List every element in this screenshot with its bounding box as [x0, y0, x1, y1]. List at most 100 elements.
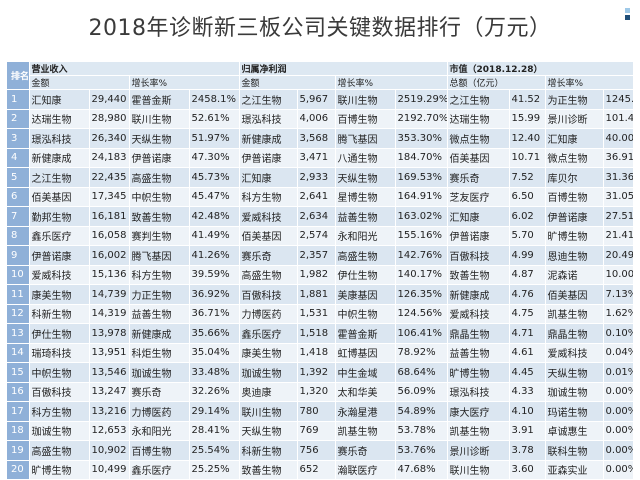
revenue-company: 璟泓科技 [29, 128, 90, 149]
mktcap-growth: 0.10% [603, 323, 634, 344]
mktcap-growth: 20.49% [603, 245, 634, 266]
rank-cell: 9 [7, 245, 30, 266]
mktcap-growth: 0.01% [603, 362, 634, 383]
profit-company: 天纵生物 [239, 421, 298, 441]
mktcap-growth-company: 亚森实业 [545, 460, 604, 480]
profit-company: 力博医药 [239, 304, 298, 324]
mktcap-growth-company: 百博生物 [545, 187, 604, 207]
profit-growth: 53.78% [395, 421, 448, 441]
revenue-growth-company: 益善生物 [129, 304, 190, 324]
table-row: 8 鑫乐医疗 16,058 赛判生物 41.49% 佰美基因 2,574 永和阳光 155.16… [7, 226, 634, 246]
revenue-company: 鑫乐医疗 [29, 226, 90, 246]
profit-company: 科新生物 [239, 440, 298, 461]
revenue-growth-company: 天纵生物 [129, 128, 190, 149]
profit-growth-company: 美康基因 [335, 284, 396, 305]
revenue-growth-header: 增长率% [129, 75, 240, 90]
mktcap-growth-company: 联科生物 [545, 440, 604, 461]
profit-company: 爱威科技 [239, 206, 298, 227]
page-title: 2018年诊断新三板公司关键数据排行（万元） [88, 16, 552, 41]
revenue-growth-company: 科炬生物 [129, 343, 190, 363]
revenue-growth-company: 腾飞基因 [129, 245, 190, 266]
profit-growth-company: 高盛生物 [335, 245, 396, 266]
profit-company: 汇知康 [239, 167, 298, 188]
rank-cell: 1 [7, 89, 30, 110]
mktcap-growth-company: 玛诺生物 [545, 401, 604, 422]
ranking-table: 排名 营业收入 归属净利润 市值（2018.12.28） 金额 增长率% 金额 … [7, 62, 634, 480]
mktcap-amount: 3.78 [509, 440, 546, 461]
profit-company: 珈诚生物 [239, 362, 298, 383]
revenue-company: 百傲科技 [29, 382, 90, 402]
table-row: 5 之江生物 22,435 高盛生物 45.73% 汇知康 2,933 天纵生物 169.53%… [7, 167, 634, 188]
revenue-company: 康美生物 [29, 284, 90, 305]
revenue-company: 之江生物 [29, 167, 90, 188]
header-row-groups: 排名 营业收入 归属净利润 市值（2018.12.28） [7, 62, 634, 90]
mktcap-company: 赛乐奇 [447, 167, 510, 188]
profit-growth-company: 中生金域 [335, 362, 396, 383]
mktcap-growth: 0.00% [603, 382, 634, 402]
profit-amount: 5,967 [297, 89, 336, 110]
revenue-company: 中帜生物 [29, 362, 90, 383]
profit-amount: 1,982 [297, 265, 336, 285]
mktcap-amount: 15.99 [509, 109, 546, 129]
revenue-company: 新健康成 [29, 148, 90, 168]
rank-cell: 3 [7, 128, 30, 149]
revenue-growth-company: 致善生物 [129, 206, 190, 227]
mktcap-company: 伊普诺康 [447, 226, 510, 246]
profit-company: 百傲科技 [239, 284, 298, 305]
profit-amount: 652 [297, 460, 336, 480]
table-row: 12 科新生物 14,319 益善生物 36.71% 力博医药 1,531 中帜生物 124.5… [7, 304, 634, 324]
revenue-growth: 2458.1% [189, 89, 240, 110]
rank-cell: 10 [7, 265, 30, 285]
profit-growth-company: 伊仕生物 [335, 265, 396, 285]
revenue-growth-company: 中帜生物 [129, 187, 190, 207]
mktcap-amount: 3.91 [509, 421, 546, 441]
profit-amount-header: 金额 [239, 75, 336, 90]
revenue-growth-company: 珈诚生物 [129, 362, 190, 383]
rank-cell: 16 [7, 382, 30, 402]
profit-amount: 1,392 [297, 362, 336, 383]
profit-growth-company: 虹博基因 [335, 343, 396, 363]
mktcap-company: 联川生物 [447, 460, 510, 480]
profit-growth: 2519.29% [395, 89, 448, 110]
mktcap-growth-company: 汇知康 [545, 128, 604, 149]
revenue-growth: 41.49% [189, 226, 240, 246]
revenue-growth: 28.41% [189, 421, 240, 441]
profit-company: 高盛生物 [239, 265, 298, 285]
revenue-growth-company: 永和阳光 [129, 421, 190, 441]
mktcap-amount: 12.40 [509, 128, 546, 149]
profit-growth-company: 凯基生物 [335, 421, 396, 441]
mktcap-amount: 4.61 [509, 343, 546, 363]
mktcap-growth: 27.51% [603, 206, 634, 227]
revenue-amount: 24,183 [89, 148, 130, 168]
rank-cell: 20 [7, 460, 30, 480]
table-row: 16 百傲科技 13,247 赛乐奇 32.26% 奥迪康 1,320 太和华美 56.09% 璟… [7, 382, 634, 402]
profit-amount: 2,357 [297, 245, 336, 266]
table-row: 18 珈诚生物 12,653 永和阳光 28.41% 天纵生物 769 凯基生物 53.78% 凯… [7, 421, 634, 441]
profit-amount: 4,006 [297, 109, 336, 129]
table-body: 1 汇知康 29,440 霍普金斯 2458.1% 之江生物 5,967 联川生物 2519.2… [7, 89, 634, 480]
mktcap-amount: 4.75 [509, 304, 546, 324]
mktcap-growth: 7.13% [603, 284, 634, 305]
profit-growth: 163.02% [395, 206, 448, 227]
revenue-amount: 14,739 [89, 284, 130, 305]
mktcap-company: 鼎晶生物 [447, 323, 510, 344]
mktcap-company: 康大医疗 [447, 401, 510, 422]
table-row: 9 伊普诺康 16,002 腾飞基因 41.26% 赛乐奇 2,357 高盛生物 142.76%… [7, 245, 634, 266]
mktcap-amount: 6.02 [509, 206, 546, 227]
mktcap-growth-company: 为正生物 [545, 89, 604, 110]
profit-group-header: 归属净利润 [239, 62, 448, 76]
rank-cell: 5 [7, 167, 30, 188]
table-row: 7 勤邦生物 16,181 致善生物 42.48% 爱威科技 2,634 益善生物 163.02… [7, 206, 634, 227]
rank-cell: 12 [7, 304, 30, 324]
mktcap-growth-company: 天纵生物 [545, 362, 604, 383]
mktcap-amount: 4.99 [509, 245, 546, 266]
profit-growth-company: 霍普金斯 [335, 323, 396, 344]
revenue-growth: 41.26% [189, 245, 240, 266]
revenue-amount: 13,546 [89, 362, 130, 383]
profit-amount: 2,933 [297, 167, 336, 188]
profit-company: 联川生物 [239, 401, 298, 422]
mktcap-growth: 0.04% [603, 343, 634, 363]
profit-company: 佰美基因 [239, 226, 298, 246]
profit-growth: 142.76% [395, 245, 448, 266]
mktcap-growth-company: 伊普诺康 [545, 206, 604, 227]
